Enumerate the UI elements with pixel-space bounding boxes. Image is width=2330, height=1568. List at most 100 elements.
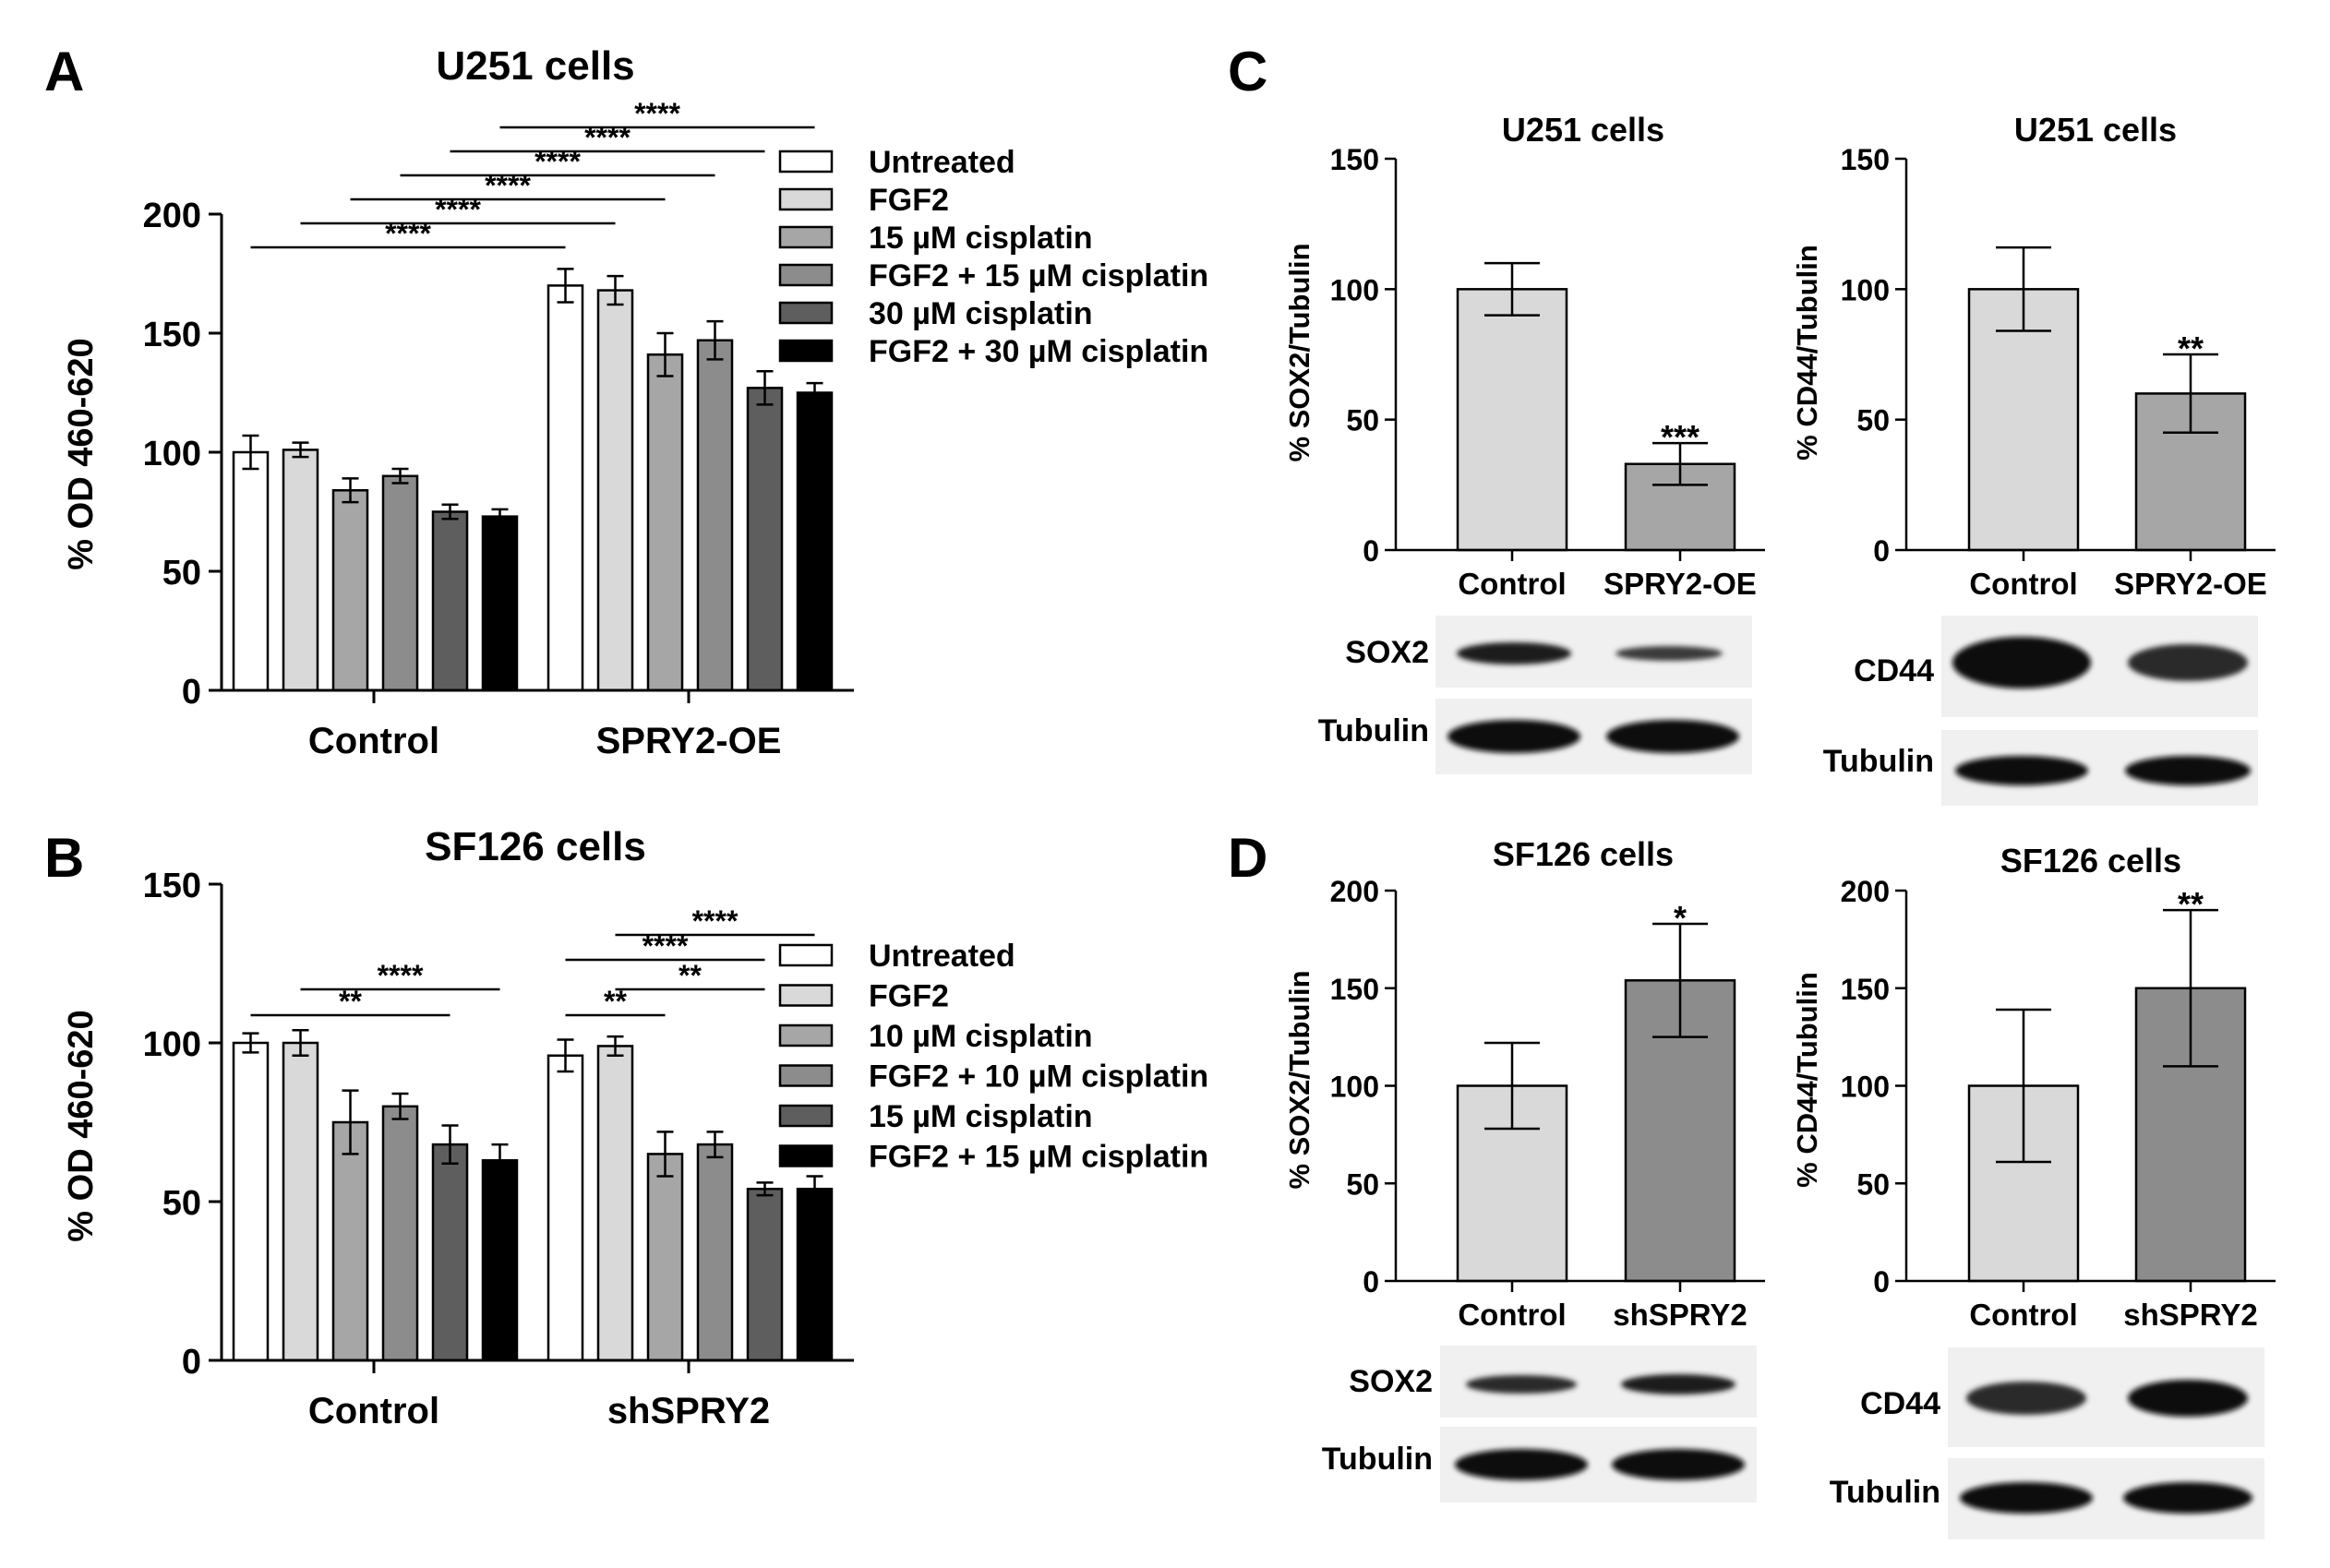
panel-a-errorbar-0-2 [342,477,359,504]
panel-d2-errorbar-1 [2163,908,2218,1068]
panel-c2-y-tick-label-1: 50 [1856,404,1890,437]
panel-c2-errorbar-0 [1996,245,2051,332]
panel-c2-y-tick-label-3: 150 [1841,143,1890,176]
panel-a-bar-0-5 [481,515,519,692]
panel-a-legend-swatch-5 [778,339,834,363]
panel-a-errorbar-1-3 [706,319,724,361]
panel-a-y-tick-label-1: 50 [162,554,201,592]
panel-a-ylabel: % OD 460-620 [62,338,101,569]
panel-a-bar-1-5 [796,391,834,692]
blot-d2-label-1: CD44 [1860,1386,1940,1421]
panel-d2-category-label-1: shSPRY2 [2123,1298,2258,1332]
panel-b-y-tick-label-3: 150 [143,867,201,905]
panel-b-errorbar-0-0 [242,1032,259,1054]
panel-a-bar-1-3 [696,339,734,692]
panel-d1-category-label-0: Control [1458,1298,1566,1332]
panel-a-category-label-0: Control [308,721,439,761]
blot-d1-label-2: Tubulin [1322,1442,1433,1477]
panel-c2-ylabel: % CD44/Tubulin [1791,245,1823,461]
panel-b-bar-0-4 [431,1143,469,1362]
panel-b-bar-1-3 [696,1143,734,1362]
panel-a-bar-0-1 [282,449,319,692]
panel-b-errorbar-1-3 [706,1131,724,1159]
panel-a-legend-label-1: FGF2 [869,183,949,218]
panel-b-category-label-1: shSPRY2 [607,1391,770,1431]
panel-b-y-tick-label-1: 50 [162,1184,201,1223]
panel-c2-title: U251 cells [2014,111,2177,149]
panel-b-title: SF126 cells [425,824,646,869]
panel-c1-category-label-1: SPRY2-OE [1603,567,1757,601]
panel-d2-chart: Control ** shSPRY2 0 50 100 150 200 [1841,875,2276,1332]
panel-d1-title: SF126 cells [1493,835,1674,873]
panel-a-significance-label-2: **** [485,169,531,202]
panel-b-errorbar-0-2 [342,1089,359,1155]
panel-d1-errorbar-0 [1484,1041,1540,1131]
panel-c1-title: U251 cells [1502,111,1664,149]
panel-b-bar-0-3 [381,1105,419,1362]
panel-a-legend-label-3: FGF2 + 15 µM cisplatin [869,258,1208,293]
panel-a-errorbar-0-1 [292,441,309,459]
panel-b-chart: Control shSPRY2 0 50 100 150 Untreated FGF2 10 µ… [143,867,1209,1431]
panel-b-legend-label-5: FGF2 + 15 µM cisplatin [869,1140,1208,1175]
panel-a-errorbar-1-5 [806,381,823,404]
panel-b-legend-label-0: Untreated [869,939,1015,974]
blot-c1-sox2 [1435,616,1752,688]
panel-a-significance-label-3: **** [534,145,581,178]
panel-d1-y-tick-label-1: 50 [1346,1167,1379,1201]
panel-d2-ylabel: % CD44/Tubulin [1791,972,1823,1188]
panel-b-legend-swatch-0 [778,943,834,967]
panel-a-errorbar-1-0 [557,268,574,304]
panel-d1-ylabel: % SOX2/Tubulin [1283,970,1315,1189]
blot-d1-sox2 [1440,1346,1757,1418]
panel-a-bar-1-2 [646,353,684,692]
blot-d2-label-2: Tubulin [1830,1475,1940,1510]
panel-c2-chart: Control ** SPRY2-OE 0 50 100 150 [1841,143,2276,601]
panel-b-ylabel: % OD 460-620 [62,1010,101,1241]
panel-a-legend-swatch-2 [778,225,834,249]
panel-c2-errorbar-1 [2163,353,2218,435]
panel-b-legend-label-2: 10 µM cisplatin [869,1019,1093,1054]
panel-b-errorbar-1-0 [557,1038,574,1073]
panel-c1-significance-label-1: *** [1661,418,1699,456]
panel-a-y-tick-label-3: 150 [143,316,201,354]
panel-d2-y-tick-label-4: 200 [1841,875,1890,908]
panel-a-legend-swatch-4 [778,301,834,325]
panel-d1-y-tick-label-4: 200 [1330,875,1379,908]
panel-d2-category-label-0: Control [1969,1298,2077,1332]
panel-c1-errorbar-1 [1652,441,1708,486]
panel-b-legend-swatch-1 [778,984,834,1007]
panel-a-errorbar-0-5 [491,508,509,525]
panel-c2-category-label-0: Control [1969,567,2077,601]
panel-a-legend-label-0: Untreated [869,145,1015,180]
panel-a-errorbar-0-3 [391,467,409,485]
blot-d2-cd44 [1948,1347,2264,1447]
panel-d2-title: SF126 cells [2000,842,2181,880]
panel-d1-category-label-1: shSPRY2 [1613,1298,1748,1332]
blot-c1-label-1: SOX2 [1345,635,1429,670]
panel-b-bar-0-0 [232,1041,270,1362]
panel-c1-chart: Control *** SPRY2-OE 0 50 100 150 [1330,143,1765,601]
panel-b-legend-label-1: FGF2 [869,979,949,1014]
panel-c1-y-tick-label-3: 150 [1330,143,1379,176]
blot-c2-label-1: CD44 [1854,653,1934,688]
panel-b-bar-0-2 [331,1120,369,1362]
panel-a-significance-label-4: **** [584,121,631,154]
panel-c1-y-tick-label-1: 50 [1346,404,1379,437]
panel-d2-significance-label-1: ** [2178,885,2204,923]
panel-c2-bar-0 [1967,288,2080,552]
panel-a-y-tick-label-4: 200 [143,197,201,235]
panel-b-legend-swatch-2 [778,1023,834,1047]
panel-a-legend-label-4: 30 µM cisplatin [869,296,1093,331]
blot-c2-cd44 [1941,616,2258,717]
panel-c1-y-tick-label-0: 0 [1363,534,1379,568]
panel-b-errorbar-1-2 [656,1131,674,1178]
panel-letter-c: C [1228,41,1267,102]
panel-b-legend-swatch-3 [778,1064,834,1087]
panel-b-legend-label-3: FGF2 + 10 µM cisplatin [869,1059,1208,1095]
panel-b-y-tick-label-2: 100 [143,1025,201,1064]
panel-d2-y-tick-label-1: 50 [1856,1167,1890,1201]
panel-b-significance-label-5: **** [692,904,739,938]
panel-b-errorbar-1-4 [756,1181,774,1197]
panel-d1-y-tick-label-0: 0 [1363,1265,1379,1299]
